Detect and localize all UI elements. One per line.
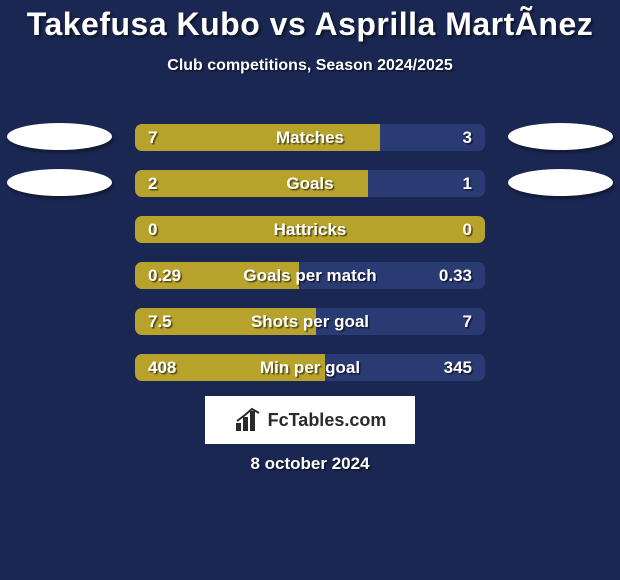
stat-left-value: 0 [148, 216, 157, 243]
subtitle: Club competitions, Season 2024/2025 [0, 57, 620, 75]
comparison-infographic: Takefusa Kubo vs Asprilla MartÃnez Club … [0, 0, 620, 580]
stat-label: Goals [135, 170, 485, 197]
stat-left-value: 2 [148, 170, 157, 197]
stat-left-value: 408 [148, 354, 176, 381]
page-title: Takefusa Kubo vs Asprilla MartÃnez [0, 0, 620, 43]
date-text: 8 october 2024 [0, 454, 620, 474]
stat-label: Goals per match [135, 262, 485, 289]
stat-left-value: 0.29 [148, 262, 181, 289]
stat-row: Goals2 1 [0, 166, 620, 212]
stat-left-value: 7.5 [148, 308, 172, 335]
stat-left-value: 7 [148, 124, 157, 151]
stat-label: Shots per goal [135, 308, 485, 335]
logo-box: FcTables.com [205, 396, 415, 444]
stat-label: Matches [135, 124, 485, 151]
stat-right-value: 1 [463, 170, 472, 197]
stat-row: Min per goal408 345 [0, 350, 620, 396]
stat-label: Min per goal [135, 354, 485, 381]
right-ellipse-icon [508, 169, 613, 196]
stat-right-value: 0 [463, 216, 472, 243]
stat-label: Hattricks [135, 216, 485, 243]
stat-right-value: 3 [463, 124, 472, 151]
left-ellipse-icon [7, 169, 112, 196]
stat-row: Matches7 3 [0, 120, 620, 166]
stat-row: Goals per match0.29 0.33 [0, 258, 620, 304]
fctables-bars-icon [234, 407, 264, 433]
stat-right-value: 0.33 [439, 262, 472, 289]
stat-row: Hattricks0 0 [0, 212, 620, 258]
right-ellipse-icon [508, 123, 613, 150]
stat-right-value: 7 [463, 308, 472, 335]
stats-rows: Matches73Goals21Hattricks00Goals per mat… [0, 120, 620, 396]
stat-right-value: 345 [444, 354, 472, 381]
left-ellipse-icon [7, 123, 112, 150]
logo-text: FcTables.com [268, 410, 387, 431]
stat-row: Shots per goal7.5 7 [0, 304, 620, 350]
